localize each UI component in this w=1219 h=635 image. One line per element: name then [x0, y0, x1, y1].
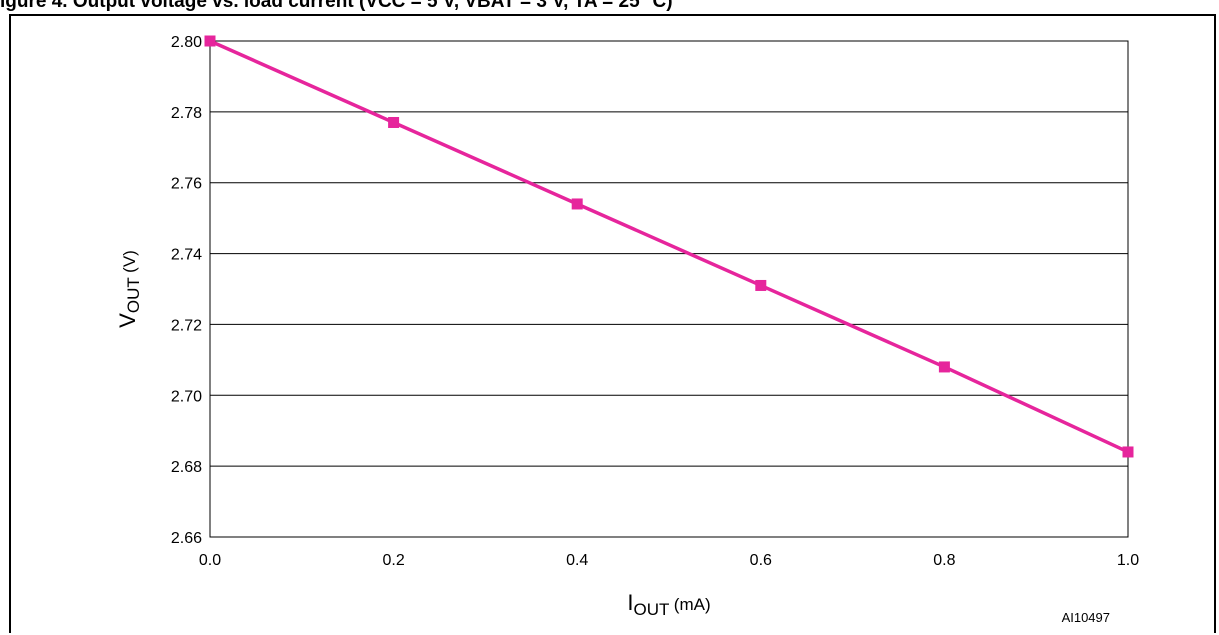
series-line [209, 39, 1129, 454]
x-axis-title-sub: OUT [634, 600, 670, 619]
x-tick-labels: 0.0 0.2 0.4 0.6 0.8 1.0 [199, 552, 1139, 569]
series-vout [204, 35, 1134, 458]
figure-caption: igure 4. Output voltage vs. load current… [0, 0, 673, 11]
data-point-marker [755, 279, 767, 291]
x-tick-label: 0.0 [199, 552, 221, 569]
y-tick-label: 2.80 [171, 34, 202, 51]
y-tick-label: 2.70 [171, 388, 202, 405]
y-tick-label: 2.78 [171, 105, 202, 122]
x-axis-title-main: I [627, 590, 633, 615]
x-tick-label: 1.0 [1117, 552, 1139, 569]
y-tick-label: 2.72 [171, 317, 202, 334]
figure-code-label: AI10497 [1062, 610, 1110, 625]
y-tick-label: 2.76 [171, 176, 202, 193]
data-point-marker [1122, 446, 1134, 458]
grid-lines [210, 40, 1128, 538]
x-axis-title-rest: (mA) [669, 595, 711, 614]
x-tick-label: 0.4 [566, 552, 588, 569]
x-axis-title: IOUT (mA) [627, 590, 710, 619]
data-point-marker [388, 116, 400, 128]
x-tick-label: 0.6 [750, 552, 772, 569]
x-tick-label: 0.8 [933, 552, 955, 569]
plot-area-border [209, 40, 1129, 538]
figure-frame [9, 14, 1216, 633]
data-point-marker [571, 198, 583, 210]
y-tick-labels: 2.66 2.68 2.70 2.72 2.74 2.76 2.78 2.80 [171, 34, 202, 547]
y-tick-label: 2.74 [171, 247, 202, 264]
y-axis-title-main: V [115, 313, 140, 328]
data-point-marker [204, 35, 216, 47]
x-tick-label: 0.2 [382, 552, 404, 569]
y-tick-label: 2.68 [171, 459, 202, 476]
y-axis-title-rest: (V) [120, 250, 139, 277]
y-axis-title: VOUT (V) [115, 250, 143, 328]
y-tick-label: 2.66 [171, 530, 202, 547]
data-point-marker [938, 361, 950, 373]
y-axis-title-sub: OUT [124, 278, 143, 314]
